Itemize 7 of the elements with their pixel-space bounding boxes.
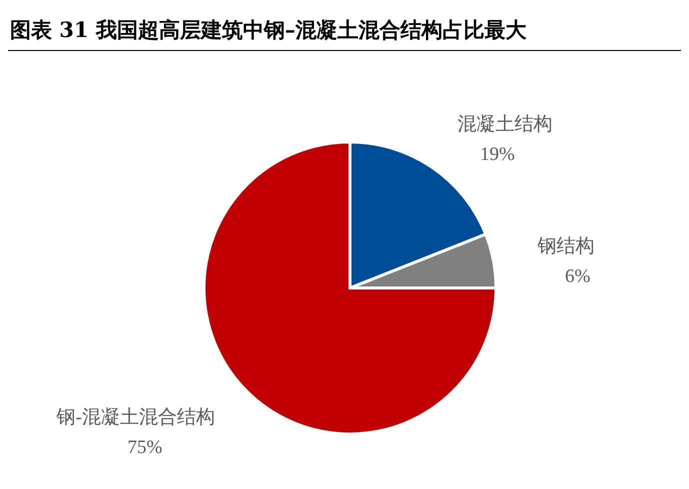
- slice-label: 混凝土结构: [457, 114, 552, 136]
- chart-title: 图表 31 我国超高层建筑中钢–混凝土混合结构占比最大: [8, 8, 681, 51]
- data-label: 6%: [564, 266, 590, 288]
- slice-label: 钢-混凝土混合结构: [56, 407, 215, 428]
- data-label: 75%: [128, 437, 163, 458]
- slice-label: 钢结构: [536, 236, 595, 258]
- data-label: 19%: [480, 144, 515, 166]
